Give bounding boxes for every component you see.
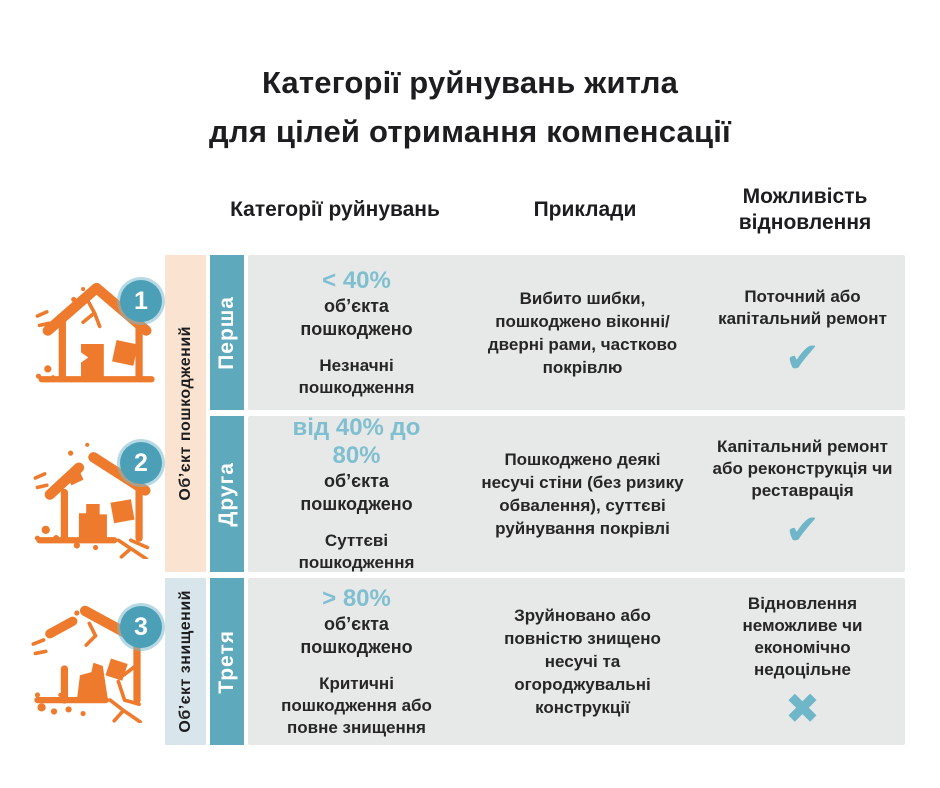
row-number-badge: 3 (120, 606, 162, 648)
extent-value: < 40% (322, 266, 391, 294)
column-header-examples: Приклади (533, 198, 637, 221)
severity-label: Незначні пошкодження (298, 355, 415, 397)
cell-examples: Зруйновано або повністю знищено несучі т… (465, 578, 700, 745)
group-strip-destroyed: Об’єкт знищений (165, 578, 206, 745)
cell-restoration: Поточний або капітальний ремонт ✔ (700, 255, 905, 410)
category-tab-first: Перша (210, 255, 244, 410)
cell-category-extent: > 80% об’єкта пошкоджено Критичні пошкод… (248, 578, 465, 745)
cell-restoration: Відновлення неможливе чи економічно недо… (700, 578, 905, 745)
group-label-damaged: Об’єкт пошкоджений (176, 326, 194, 501)
severity-label: Критичні пошкодження або повне знищення (281, 673, 432, 737)
cell-category-extent: від 40% до 80% об’єкта пошкоджено Суттєв… (248, 414, 465, 572)
extent-object-label: об’єкта пошкоджено (300, 471, 413, 514)
restoration-text: Відновлення неможливе чи економічно недо… (742, 593, 863, 679)
cell-restoration: Капітальний ремонт або реконструкція чи … (700, 416, 905, 572)
examples-text: Зруйновано або повністю знищено несучі т… (504, 606, 661, 717)
title-line-1: Категорії руйнувань житла (261, 65, 679, 100)
page-title: Категорії руйнувань житла для цілей отри… (0, 58, 940, 156)
table-row: > 80% об’єкта пошкоджено Критичні пошкод… (248, 578, 905, 745)
category-tab-second: Друга (210, 416, 244, 572)
column-header-restoration: Можливість відновлення (738, 185, 872, 234)
house-minor-damage-icon: 1 (25, 262, 165, 397)
column-header-categories: Категорії руйнувань (230, 198, 440, 221)
extent-value: від 40% до 80% (292, 414, 421, 469)
extent-object-label: об’єкта пошкоджено (300, 613, 413, 657)
severity-label: Суттєві пошкодження (298, 531, 415, 572)
house-heavy-damage-icon: 2 (25, 424, 165, 559)
cell-examples: Пошкоджено деякі несучі стіни (без ризик… (465, 416, 700, 572)
title-line-2: для цілей отримання компенсації (209, 114, 731, 149)
house-destroyed-icon: 3 (25, 588, 165, 723)
category-tab-third-label: Третя (215, 629, 238, 694)
category-tab-second-label: Друга (215, 461, 238, 527)
group-label-destroyed: Об’єкт знищений (176, 590, 194, 733)
table-row: від 40% до 80% об’єкта пошкоджено Суттєв… (248, 414, 905, 572)
category-tab-third: Третя (210, 578, 244, 745)
row-number-badge: 2 (120, 442, 162, 484)
extent-value: > 80% (322, 584, 391, 612)
table-row: < 40% об’єкта пошкоджено Незначні пошкод… (248, 255, 905, 410)
examples-text: Пошкоджено деякі несучі стіни (без ризик… (481, 450, 684, 538)
cell-category-extent: < 40% об’єкта пошкоджено Незначні пошкод… (248, 255, 465, 410)
restoration-text: Поточний або капітальний ремонт (718, 286, 887, 328)
category-tab-first-label: Перша (215, 295, 238, 370)
cell-examples: Вибито шибки, пошкоджено віконні/дверні … (465, 255, 700, 410)
examples-text: Вибито шибки, пошкоджено віконні/дверні … (487, 288, 678, 377)
check-mark-icon: ✔ (784, 333, 821, 381)
check-mark-icon: ✔ (784, 506, 821, 553)
extent-object-label: об’єкта пошкоджено (300, 295, 413, 339)
group-strip-damaged: Об’єкт пошкоджений (165, 255, 206, 572)
restoration-text: Капітальний ремонт або реконструкція чи … (712, 437, 893, 500)
row-number-badge: 1 (120, 280, 162, 322)
cross-mark-icon: ✖ (784, 684, 821, 732)
